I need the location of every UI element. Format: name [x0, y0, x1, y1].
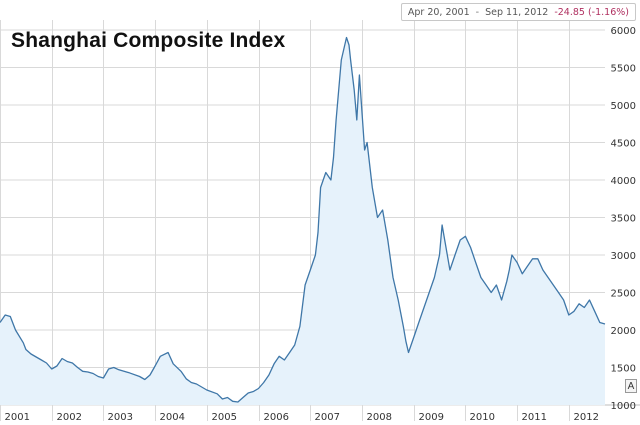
range-end[interactable]: Sep 11, 2012	[485, 6, 549, 18]
x-tick-label: 2003	[108, 412, 133, 423]
x-tick-label: 2008	[367, 412, 392, 423]
x-tick-label: 2012	[574, 412, 599, 423]
x-tick-label: 2001	[5, 412, 30, 423]
y-tick-label: 5000	[611, 101, 636, 112]
y-tick-label: 1000	[611, 401, 636, 412]
x-tick-label: 2002	[57, 412, 82, 423]
y-tick-label: 3000	[611, 251, 636, 262]
y-tick-label: 2500	[611, 289, 636, 300]
price-change: -24.85 (-1.16%)	[554, 6, 629, 18]
y-tick-label: 5500	[611, 64, 636, 75]
x-tick-label: 2007	[315, 412, 340, 423]
y-tick-label: 1500	[611, 364, 636, 375]
x-tick-label: 2011	[522, 412, 547, 423]
x-tick-label: 2010	[470, 412, 495, 423]
x-axis-ticks: 2001 2002 2003 2004 2005 2006 2007 2008 2009 2010…	[5, 412, 599, 423]
y-tick-label: 2000	[611, 326, 636, 337]
series-line	[0, 36, 606, 403]
y-tick-label: 4500	[611, 139, 636, 150]
x-tick-label: 2004	[160, 412, 185, 423]
range-start[interactable]: Apr 20, 2001	[407, 6, 470, 18]
y-axis-ticks: 1000 1500 2000 2500 3000 3500 4000 4500 5000 5500…	[611, 26, 636, 412]
x-tick-label: 2009	[419, 412, 444, 423]
y-tick-label: 6000	[611, 26, 636, 37]
x-tick-label: 2006	[264, 412, 289, 423]
range-separator: -	[475, 6, 480, 18]
y-tick-label: 4000	[611, 176, 636, 187]
series-area	[0, 37, 605, 405]
date-range-box[interactable]: Apr 20, 2001 - Sep 11, 2012 -24.85 (-1.1…	[401, 3, 636, 21]
x-tick-label: 2005	[212, 412, 237, 423]
chart-title: Shanghai Composite Index	[11, 29, 286, 52]
y-tick-label: 3500	[611, 214, 636, 225]
zoom-button[interactable]: A	[625, 379, 637, 393]
